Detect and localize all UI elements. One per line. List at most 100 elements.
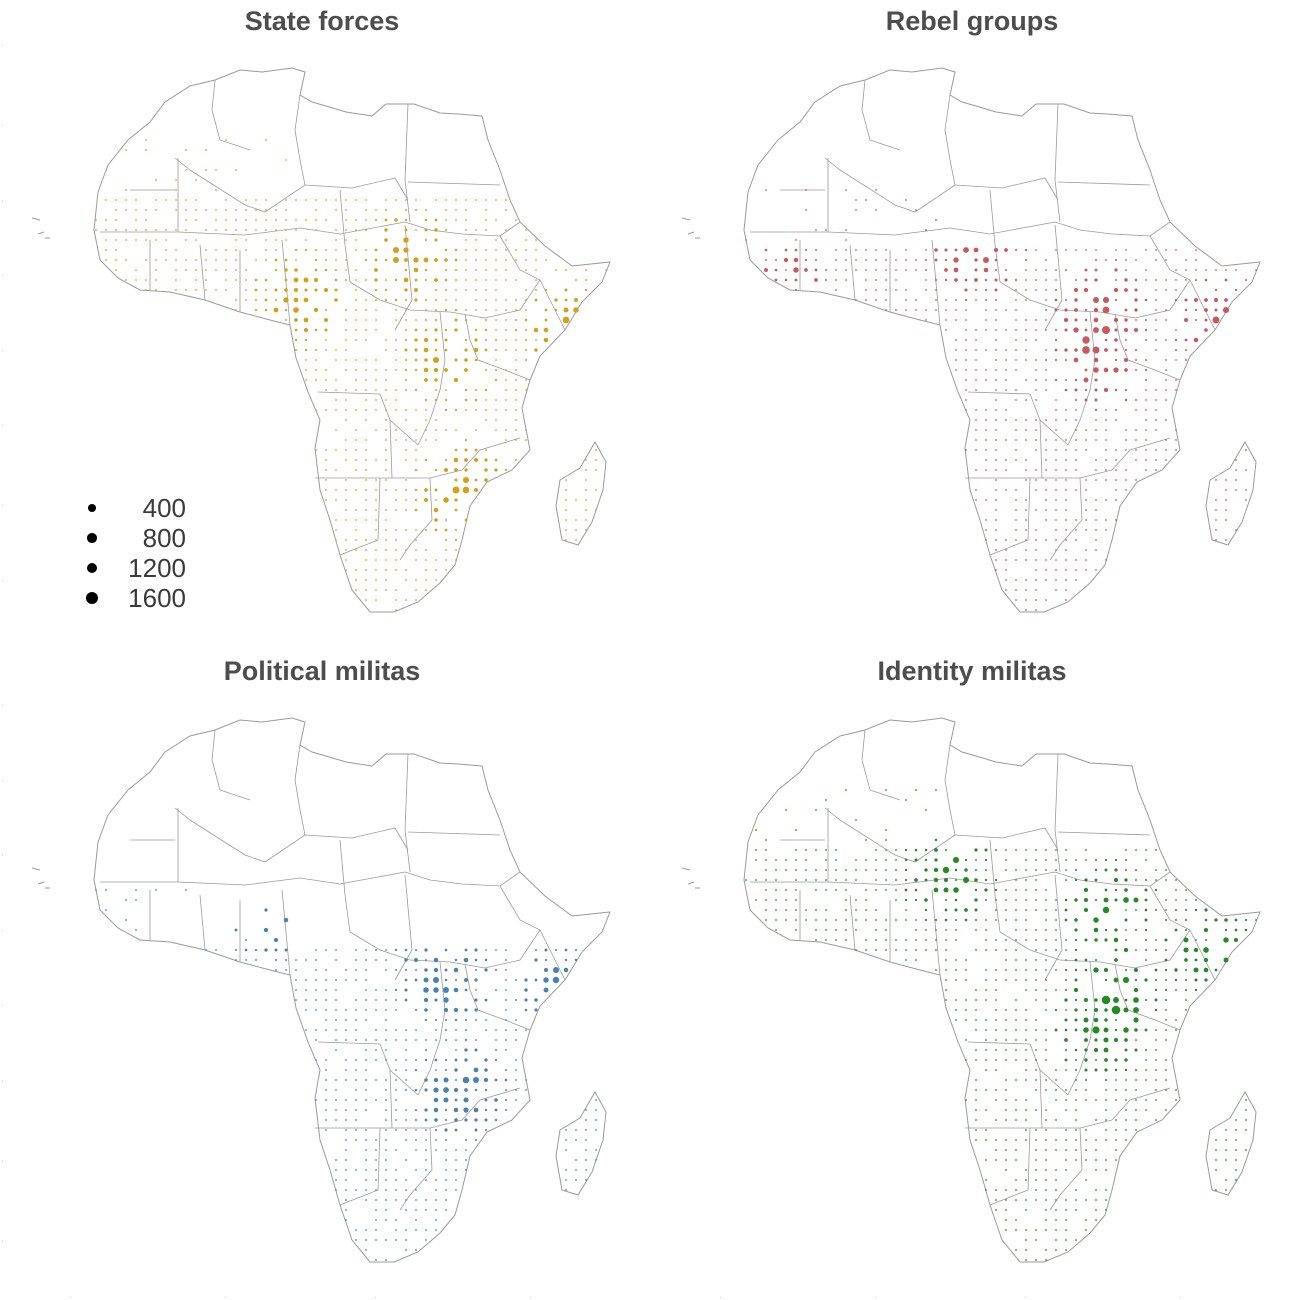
event-dot <box>915 959 917 961</box>
event-dot <box>885 949 887 951</box>
event-dot <box>1005 899 1007 901</box>
event-dot <box>395 1059 397 1061</box>
event-dot <box>964 278 968 282</box>
event-dot <box>505 959 507 961</box>
event-dot <box>945 329 947 331</box>
event-dot <box>1214 288 1218 292</box>
event-dot <box>885 839 887 841</box>
event-dot <box>1144 918 1148 922</box>
event-dot <box>1064 388 1068 392</box>
event-dot <box>1145 1109 1147 1111</box>
event-dot <box>1035 419 1037 421</box>
event-dot <box>395 1099 397 1101</box>
event-dot <box>385 589 387 591</box>
event-dot <box>1015 509 1017 511</box>
event-dot <box>1005 269 1007 271</box>
event-dot <box>1045 1039 1047 1041</box>
event-dot <box>1045 289 1047 291</box>
event-dot <box>1035 269 1037 271</box>
event-dot <box>574 948 578 952</box>
event-dot <box>325 339 327 341</box>
event-dot <box>395 1169 397 1171</box>
event-dot <box>1085 439 1087 441</box>
event-dot <box>1045 989 1047 991</box>
event-dot <box>975 869 977 871</box>
event-dot <box>355 509 357 511</box>
event-dot <box>254 288 258 292</box>
event-dot <box>424 968 428 972</box>
event-dot <box>1125 869 1127 871</box>
panel-title: State forces <box>244 6 400 36</box>
event-dot <box>1025 889 1027 891</box>
event-dot <box>1115 489 1117 491</box>
event-dot <box>535 279 537 281</box>
event-dot <box>1075 1059 1077 1061</box>
event-dot <box>464 438 468 442</box>
event-dot <box>765 869 767 871</box>
event-dot <box>1055 919 1057 921</box>
event-dot <box>774 268 778 272</box>
event-dot <box>375 1079 377 1081</box>
event-dot <box>195 209 197 211</box>
event-dot <box>934 918 938 922</box>
event-dot <box>445 1139 447 1141</box>
event-dot <box>445 219 447 221</box>
event-dot <box>895 849 897 851</box>
event-dot <box>135 239 137 241</box>
event-dot <box>1155 319 1157 321</box>
event-dot <box>445 299 447 301</box>
country-border <box>1044 874 1063 981</box>
event-dot <box>1015 1059 1017 1061</box>
event-dot <box>1184 318 1188 322</box>
event-dot <box>1155 1059 1157 1061</box>
event-dot <box>1224 928 1228 932</box>
event-dot <box>755 849 757 851</box>
event-dot <box>1095 1119 1097 1121</box>
event-dot <box>1054 338 1058 342</box>
event-dot <box>954 898 958 902</box>
event-dot <box>885 879 887 881</box>
event-dot <box>345 199 347 201</box>
event-dot <box>433 1097 439 1103</box>
event-dot <box>405 579 407 581</box>
legend-item: 1600 <box>78 583 198 613</box>
event-dot <box>385 399 387 401</box>
event-dot <box>335 449 337 451</box>
event-dot <box>145 139 147 141</box>
event-dot <box>1005 1009 1007 1011</box>
event-dot <box>855 209 857 211</box>
event-dot <box>1195 899 1197 901</box>
event-dot <box>445 1199 447 1201</box>
event-dot <box>355 1039 357 1041</box>
event-dot <box>1045 999 1047 1001</box>
event-dot <box>1095 1199 1097 1201</box>
country-border <box>1044 224 1063 331</box>
event-dot <box>1155 419 1157 421</box>
event-dot <box>365 1079 367 1081</box>
event-dot <box>415 319 417 321</box>
event-dot <box>395 1129 397 1131</box>
event-dot <box>264 278 268 282</box>
event-dot <box>1015 999 1017 1001</box>
event-dot <box>1035 329 1037 331</box>
event-dot <box>835 249 837 251</box>
event-dot <box>1005 1059 1007 1061</box>
event-dot <box>1074 1008 1078 1012</box>
event-dot <box>995 449 997 451</box>
event-dot <box>345 439 347 441</box>
event-dot <box>965 319 967 321</box>
event-dot <box>1115 409 1117 411</box>
event-dot <box>525 289 527 291</box>
event-dot <box>1105 429 1107 431</box>
event-dot <box>965 449 967 451</box>
event-dot <box>1125 939 1127 941</box>
event-dot <box>175 199 177 201</box>
event-dot <box>345 269 347 271</box>
event-dot <box>1165 879 1167 881</box>
event-dot <box>1015 499 1017 501</box>
event-dot <box>1064 978 1068 982</box>
event-dot <box>345 1039 347 1041</box>
event-dot <box>225 269 227 271</box>
country-border <box>349 279 541 319</box>
event-dot <box>505 409 507 411</box>
